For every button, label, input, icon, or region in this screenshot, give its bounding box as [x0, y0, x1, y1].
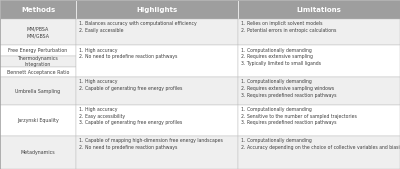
Bar: [238, 0, 400, 19]
Text: 1. Balances accuracy with computational efficiency
2. Easily accessible: 1. Balances accuracy with computational …: [79, 21, 197, 33]
Bar: [238, 77, 400, 105]
Bar: [0, 19, 76, 45]
Bar: [76, 45, 238, 77]
Text: 1. High accuracy
2. Capable of generating free energy profiles: 1. High accuracy 2. Capable of generatin…: [79, 79, 182, 91]
Text: MM/PBSA
MM/GBSA: MM/PBSA MM/GBSA: [26, 27, 50, 38]
Bar: [0, 105, 76, 136]
Text: 1. Computationally demanding
2. Sensitive to the number of sampled trajectories
: 1. Computationally demanding 2. Sensitiv…: [241, 107, 357, 125]
Text: 1. High accuracy
2. No need to predefine reaction pathways: 1. High accuracy 2. No need to predefine…: [79, 47, 178, 59]
Text: 1. Relies on implicit solvent models
2. Potential errors in entropic calculation: 1. Relies on implicit solvent models 2. …: [241, 21, 336, 33]
Bar: [0, 136, 76, 169]
Text: Jarzynski Equality: Jarzynski Equality: [17, 118, 59, 123]
Text: 1. High accuracy
2. Easy accessibility
3. Capable of generating free energy prof: 1. High accuracy 2. Easy accessibility 3…: [79, 107, 182, 125]
Text: Methods: Methods: [21, 7, 55, 13]
Bar: [0, 0, 76, 19]
Text: Umbrella Sampling: Umbrella Sampling: [16, 89, 60, 94]
Text: Highlights: Highlights: [136, 7, 178, 13]
Bar: [76, 136, 238, 169]
Text: Metadynamics: Metadynamics: [21, 150, 55, 155]
Bar: [238, 45, 400, 77]
Text: 1. Computationally demanding
2. Requires extensive sampling windows
3. Requires : 1. Computationally demanding 2. Requires…: [241, 79, 337, 98]
Bar: [238, 136, 400, 169]
Text: Free Energy Perturbation: Free Energy Perturbation: [8, 48, 68, 53]
Text: 1. Computationally demanding
2. Accuracy depending on the choice of collective v: 1. Computationally demanding 2. Accuracy…: [241, 138, 400, 150]
Text: 1. Capable of mapping high-dimension free energy landscapes
2. No need to predef: 1. Capable of mapping high-dimension fre…: [79, 138, 223, 150]
Bar: [238, 19, 400, 45]
Text: 1. Computationally demanding
2. Requires extensive sampling
3. Typically limited: 1. Computationally demanding 2. Requires…: [241, 47, 321, 66]
Bar: [0, 77, 76, 105]
Bar: [76, 19, 238, 45]
Bar: [0, 56, 76, 67]
Text: Bennett Acceptance Ratio: Bennett Acceptance Ratio: [7, 70, 69, 75]
Bar: [76, 77, 238, 105]
Text: Limitations: Limitations: [296, 7, 342, 13]
Bar: [76, 105, 238, 136]
Bar: [238, 105, 400, 136]
Bar: [76, 0, 238, 19]
Bar: [0, 67, 76, 77]
Bar: [0, 45, 76, 56]
Text: Thermodynamics
Integration: Thermodynamics Integration: [18, 56, 58, 67]
